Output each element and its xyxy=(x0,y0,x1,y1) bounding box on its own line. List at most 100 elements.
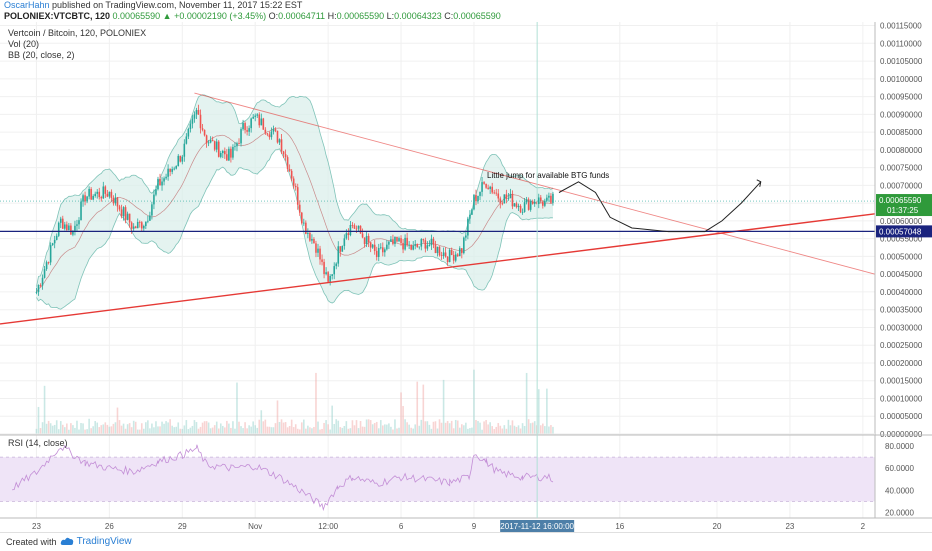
candle-body xyxy=(96,191,99,194)
candle-body xyxy=(313,238,315,244)
candle-body xyxy=(59,218,62,223)
candle-body xyxy=(57,222,60,236)
volume-bar xyxy=(444,422,447,434)
volume-bar xyxy=(292,427,295,434)
volume-bar xyxy=(126,424,129,434)
cloud-icon xyxy=(60,538,74,546)
volume-bar xyxy=(236,382,238,434)
candle-body xyxy=(422,239,425,241)
volume-bar xyxy=(296,428,299,434)
volume-bar xyxy=(88,418,90,434)
price-chart[interactable]: 0.00115000 0.00110000 0.00105000 0.00100000… xyxy=(0,22,932,532)
volume-bar xyxy=(377,428,380,434)
volume-bar xyxy=(76,420,78,434)
candle-body xyxy=(193,114,196,119)
candle-body xyxy=(489,186,491,189)
candle-body xyxy=(361,233,364,238)
candle-body xyxy=(444,252,447,257)
candle-body xyxy=(222,151,224,154)
volume-bar xyxy=(155,421,157,434)
volume-bar xyxy=(317,421,319,434)
volume-bar xyxy=(406,422,408,434)
bb-fill xyxy=(36,94,553,310)
volume-bar xyxy=(147,420,149,434)
low-value: 0.00064323 xyxy=(394,11,442,21)
volume-bar xyxy=(477,421,479,434)
candle-body xyxy=(86,196,88,202)
volume-bar xyxy=(515,426,518,434)
time-tick-label: Nov xyxy=(248,522,262,531)
candle-body xyxy=(357,225,360,229)
price-badge xyxy=(876,194,932,217)
candle-body xyxy=(461,248,463,254)
price-badge-value: 0.00065590 xyxy=(879,196,922,205)
candle-body xyxy=(544,200,546,206)
candle-body xyxy=(384,249,386,253)
volume-bar xyxy=(382,425,384,434)
candle-body xyxy=(517,205,520,208)
price-tick-label: 0.00060000 xyxy=(880,217,923,226)
candle-body xyxy=(272,129,275,132)
candle-body xyxy=(70,225,72,235)
volume-bar xyxy=(373,423,376,434)
legend-bb: BB (20, close, 2) xyxy=(8,50,75,60)
candle-body xyxy=(386,244,388,250)
legend-vol: Vol (20) xyxy=(8,39,39,49)
price-tick-label: 0.00090000 xyxy=(880,110,923,119)
volume-bar xyxy=(517,425,520,434)
volume-bar xyxy=(331,405,333,434)
candle-body xyxy=(147,220,149,222)
volume-bar xyxy=(39,428,42,434)
candle-body xyxy=(458,248,461,257)
volume-bar xyxy=(78,429,80,434)
volume-bar xyxy=(495,426,498,434)
candle-body xyxy=(531,201,534,204)
candle-body xyxy=(151,204,153,216)
chart-annotation[interactable]: Little jump for available BTG funds xyxy=(487,171,609,180)
volume-bar xyxy=(531,422,534,434)
volume-bar xyxy=(416,381,419,434)
volume-bar xyxy=(396,428,398,434)
candle-body xyxy=(120,209,123,217)
candle-body xyxy=(118,206,121,210)
volume-bar xyxy=(529,423,532,434)
candle-body xyxy=(481,182,483,192)
candle-body xyxy=(519,205,522,213)
time-tick-label: 9 xyxy=(472,522,477,531)
volume-bar xyxy=(53,424,56,434)
candle-body xyxy=(132,226,135,229)
volume-bar xyxy=(262,421,265,434)
candle-body xyxy=(185,136,188,144)
author-link[interactable]: OscarHahn xyxy=(4,0,50,10)
volume-bar xyxy=(124,428,127,434)
volume-bar xyxy=(132,420,135,434)
legend-title: Vertcoin / Bitcoin, 120, POLONIEX xyxy=(8,28,146,38)
candle-body xyxy=(256,114,259,116)
volume-bar xyxy=(74,427,76,434)
time-tick-label: 20 xyxy=(713,522,722,531)
candle-body xyxy=(199,114,202,129)
candle-body xyxy=(371,244,374,248)
support-trendline xyxy=(0,213,876,325)
volume-bar xyxy=(355,420,358,434)
volume-bar xyxy=(384,424,386,434)
volume-bar xyxy=(222,425,224,434)
volume-bar xyxy=(242,428,244,434)
trendlines[interactable] xyxy=(0,92,876,325)
tradingview-logo[interactable]: TradingView xyxy=(60,536,132,547)
volume-bar xyxy=(43,385,46,434)
candle-body xyxy=(244,122,246,131)
volume-bar xyxy=(244,422,246,434)
candle-body xyxy=(240,129,242,144)
volume-bar xyxy=(365,419,368,434)
volume-bar xyxy=(114,422,117,434)
candle-body xyxy=(145,221,147,227)
volume-bar xyxy=(134,421,137,434)
candle-body xyxy=(434,244,437,254)
candle-body xyxy=(329,275,331,282)
volume-bar xyxy=(280,419,283,434)
candle-body xyxy=(211,140,214,142)
volume-bar xyxy=(452,428,455,434)
candle-body xyxy=(325,272,327,275)
volume-bar xyxy=(300,422,303,434)
